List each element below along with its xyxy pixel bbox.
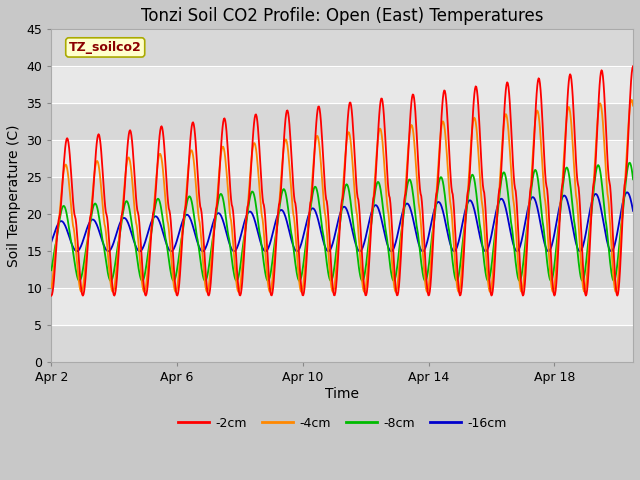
Legend: -2cm, -4cm, -8cm, -16cm: -2cm, -4cm, -8cm, -16cm (173, 412, 512, 435)
Text: TZ_soilco2: TZ_soilco2 (69, 41, 141, 54)
Bar (51, 251, 633, 288)
Bar (51, 140, 633, 177)
X-axis label: Time: Time (325, 387, 359, 401)
Y-axis label: Soil Temperature (C): Soil Temperature (C) (7, 124, 21, 267)
Bar (51, 29, 633, 66)
Bar (51, 325, 633, 362)
Title: Tonzi Soil CO2 Profile: Open (East) Temperatures: Tonzi Soil CO2 Profile: Open (East) Temp… (141, 7, 543, 25)
Bar (51, 103, 633, 140)
Bar (51, 288, 633, 325)
Bar (51, 214, 633, 251)
Bar (51, 66, 633, 103)
Bar (51, 177, 633, 214)
